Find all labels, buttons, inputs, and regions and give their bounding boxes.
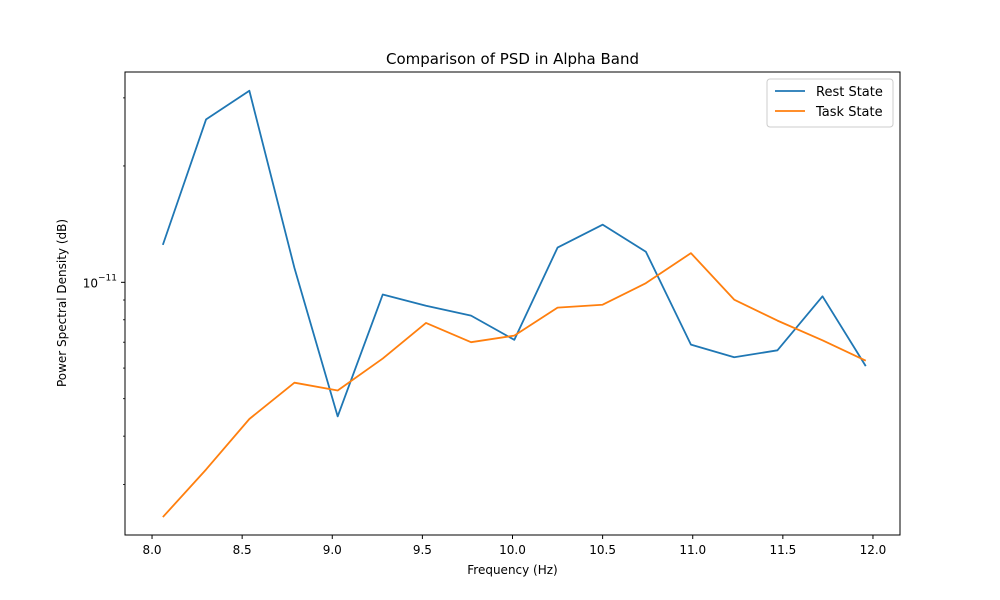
data-point-0-2 [248,90,250,92]
x-tick-label-8: 12.0 [860,543,887,557]
data-point-0-10 [602,224,604,226]
data-point-0-1 [205,118,207,120]
data-point-1-14 [776,320,778,322]
data-point-0-14 [776,349,778,351]
x-tick-label-3: 9.5 [413,543,432,557]
series-line-0 [161,89,867,418]
y-axis-title: Power Spectral Density (dB) [55,219,69,387]
data-point-0-8 [513,339,515,341]
plot-frame [124,71,901,536]
series-line-1 [162,252,867,518]
plot-area [161,89,867,518]
x-tick-label-6: 11.0 [679,543,706,557]
x-tick-label-1: 8.5 [233,543,252,557]
data-point-1-15 [822,339,824,341]
data-point-1-13 [733,299,735,301]
data-point-1-2 [248,418,250,420]
chart-title: Comparison of PSD in Alpha Band [386,50,639,68]
data-point-0-9 [557,247,559,249]
data-point-0-13 [733,356,735,358]
data-point-1-3 [293,382,295,384]
data-point-1-6 [425,322,427,324]
data-point-1-11 [645,282,647,284]
data-point-1-5 [382,358,384,360]
data-point-1-0 [162,516,164,518]
data-point-0-3 [293,267,295,269]
data-point-0-6 [425,305,427,307]
data-point-0-15 [822,295,824,297]
data-point-1-1 [205,468,207,470]
data-point-0-7 [470,315,472,317]
x-tick-label-0: 8.0 [142,543,161,557]
data-point-0-12 [690,344,692,346]
data-point-1-16 [865,360,867,362]
data-point-0-4 [337,415,339,417]
data-point-1-9 [557,307,559,309]
y-tick-label-0: 10−11 [83,273,117,290]
data-point-0-5 [382,294,384,296]
data-point-0-16 [865,365,867,367]
data-point-1-4 [337,390,339,392]
x-tick-label-7: 11.5 [769,543,796,557]
y-axis: 10−11 [83,97,125,485]
legend-label-0: Rest State [816,85,883,100]
data-point-1-10 [602,304,604,306]
data-point-1-7 [470,341,472,343]
data-point-0-11 [645,251,647,253]
x-axis: 8.0 8.5 9.0 9.5 10.0 10.5 11.0 11.5 12.0 [142,535,886,557]
data-point-1-12 [690,252,692,254]
x-tick-label-4: 10.0 [499,543,526,557]
x-tick-label-2: 9.0 [323,543,342,557]
x-axis-title: Frequency (Hz) [467,563,558,577]
data-point-1-8 [513,335,515,337]
legend-label-1: Task State [815,105,883,120]
legend: Rest State Task State [766,78,894,128]
x-tick-label-5: 10.5 [589,543,616,557]
data-point-0-0 [162,244,164,246]
